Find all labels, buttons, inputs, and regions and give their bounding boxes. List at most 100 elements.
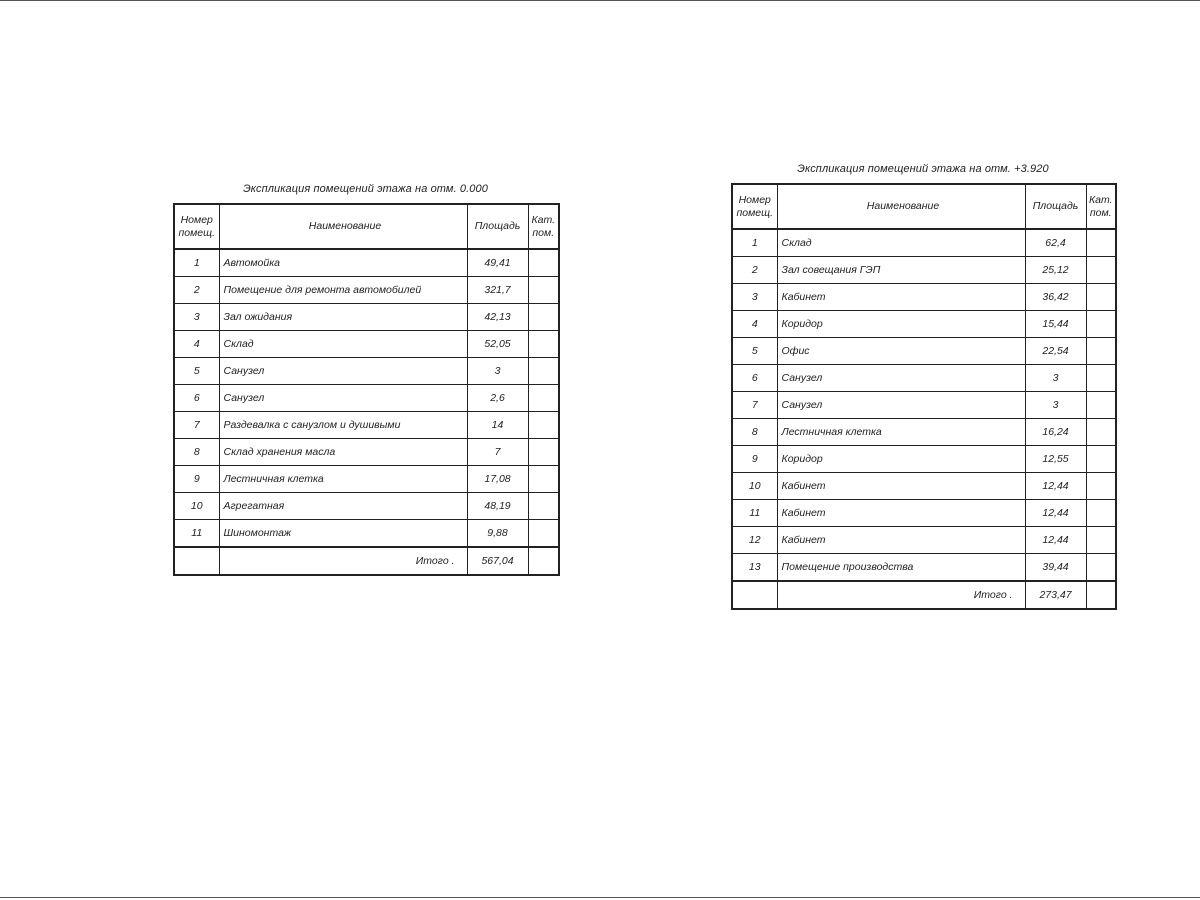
room-number: 6: [731, 364, 778, 392]
room-name: Помещение для ремонта автомобилей: [218, 276, 468, 304]
room-category: [1085, 256, 1117, 284]
room-category: [527, 492, 560, 520]
table-row: 3 Зал ожидания 42,13: [173, 303, 560, 331]
room-category: [1085, 526, 1117, 554]
room-name: Коридор: [776, 445, 1026, 473]
room-area: 16,24: [1024, 418, 1087, 446]
room-name: Санузел: [776, 364, 1026, 392]
room-name: Склад хранения масла: [218, 438, 468, 466]
room-category: [1085, 499, 1117, 527]
room-area: 3: [466, 357, 529, 385]
room-number: 9: [731, 445, 778, 473]
table-row: 12 Кабинет 12,44: [731, 526, 1117, 554]
table-row: 5 Офис 22,54: [731, 337, 1117, 365]
room-category: [1085, 337, 1117, 365]
table-row: 10 Агрегатная 48,19: [173, 492, 560, 520]
room-area: 49,41: [466, 248, 529, 277]
room-area: 14: [466, 411, 529, 439]
room-number: 5: [173, 357, 220, 385]
room-category: [527, 248, 560, 277]
room-area: 3: [1024, 364, 1087, 392]
room-category: [527, 411, 560, 439]
table-row: 3 Кабинет 36,42: [731, 283, 1117, 311]
room-number: 1: [731, 228, 778, 257]
room-category: [527, 438, 560, 466]
room-name: Шиномонтаж: [218, 519, 468, 548]
room-name: Санузел: [218, 357, 468, 385]
room-category: [1085, 445, 1117, 473]
room-area: 7: [466, 438, 529, 466]
table-title: Экспликация помещений этажа на отм. +3.9…: [797, 163, 1049, 175]
room-schedule-table: Номер помещ. Наименование Площадь Кат. пом.…: [173, 203, 560, 576]
table-row: 4 Склад 52,05: [173, 330, 560, 358]
room-number: 3: [173, 303, 220, 331]
room-category: [1085, 472, 1117, 500]
room-number: 6: [173, 384, 220, 412]
total-category-empty: [1085, 580, 1117, 610]
room-category: [527, 465, 560, 493]
room-number: 10: [731, 472, 778, 500]
drawing-frame-bottom-line: [0, 897, 1200, 898]
room-number: 2: [731, 256, 778, 284]
room-area: 12,44: [1024, 472, 1087, 500]
table-row: 1 Автомойка 49,41: [173, 248, 560, 277]
room-name: Офис: [776, 337, 1026, 365]
room-number: 12: [731, 526, 778, 554]
room-number: 5: [731, 337, 778, 365]
room-number: 11: [173, 519, 220, 548]
room-area: 12,55: [1024, 445, 1087, 473]
header-row: Номер помещ. Наименование Площадь Кат. пом.: [731, 183, 1117, 230]
room-area: 2,6: [466, 384, 529, 412]
room-area: 39,44: [1024, 553, 1087, 582]
total-number-empty: [173, 546, 220, 576]
room-category: [527, 519, 560, 548]
table-row: 9 Коридор 12,55: [731, 445, 1117, 473]
room-name: Раздевалка с санузлом и душивыми: [218, 411, 468, 439]
room-category: [1085, 310, 1117, 338]
room-number: 1: [173, 248, 220, 277]
table-row: 10 Кабинет 12,44: [731, 472, 1117, 500]
table-row: 13 Помещение производства 39,44: [731, 553, 1117, 582]
room-name: Кабинет: [776, 472, 1026, 500]
header-area: Площадь: [466, 203, 529, 250]
header-number: Номер помещ.: [173, 203, 220, 250]
room-name: Зал совещания ГЭП: [776, 256, 1026, 284]
room-area: 12,44: [1024, 499, 1087, 527]
room-area: 321,7: [466, 276, 529, 304]
room-number: 9: [173, 465, 220, 493]
room-name: Агрегатная: [218, 492, 468, 520]
room-category: [527, 276, 560, 304]
room-number: 7: [731, 391, 778, 419]
room-name: Лестничная клетка: [218, 465, 468, 493]
room-category: [1085, 228, 1117, 257]
room-area: 9,88: [466, 519, 529, 548]
room-name: Склад: [218, 330, 468, 358]
room-name: Автомойка: [218, 248, 468, 277]
total-label: Итого .: [218, 546, 468, 576]
room-area: 62,4: [1024, 228, 1087, 257]
room-name: Зал ожидания: [218, 303, 468, 331]
drawing-frame-top-line: [0, 0, 1200, 1]
room-area: 48,19: [466, 492, 529, 520]
table-title: Экспликация помещений этажа на отм. 0.00…: [243, 183, 488, 195]
room-number: 7: [173, 411, 220, 439]
table-row: 11 Шиномонтаж 9,88: [173, 519, 560, 548]
table-row: 9 Лестничная клетка 17,08: [173, 465, 560, 493]
room-name: Кабинет: [776, 499, 1026, 527]
room-name: Кабинет: [776, 526, 1026, 554]
room-area: 22,54: [1024, 337, 1087, 365]
total-row: Итого . 567,04: [173, 546, 560, 576]
room-number: 10: [173, 492, 220, 520]
room-category: [1085, 418, 1117, 446]
room-number: 4: [731, 310, 778, 338]
room-name: Кабинет: [776, 283, 1026, 311]
room-area: 15,44: [1024, 310, 1087, 338]
room-area: 25,12: [1024, 256, 1087, 284]
table-row: 6 Санузел 2,6: [173, 384, 560, 412]
room-schedule-table: Номер помещ. Наименование Площадь Кат. пом.…: [731, 183, 1117, 610]
table-row: 11 Кабинет 12,44: [731, 499, 1117, 527]
total-area: 567,04: [466, 546, 529, 576]
header-category: Кат. пом.: [527, 203, 560, 250]
room-category: [527, 303, 560, 331]
table-row: 7 Раздевалка с санузлом и душивыми 14: [173, 411, 560, 439]
